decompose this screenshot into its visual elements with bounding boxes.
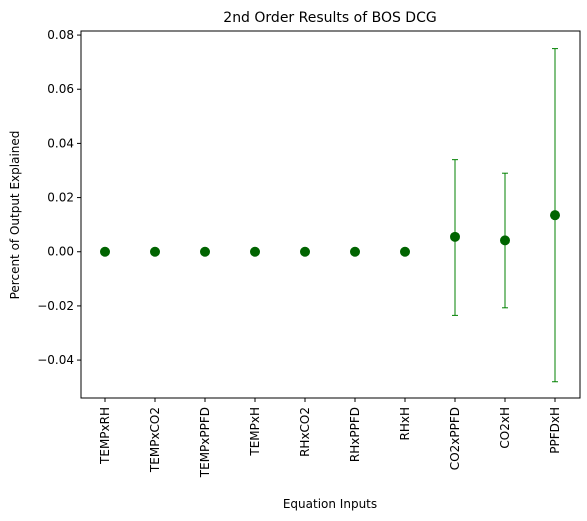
plot-area: −0.04 −0.02 0.00 0.02 0.04 0.06 0.08 TEMPxRH TEM… <box>37 28 562 478</box>
y-tick-label: 0.08 <box>47 28 74 42</box>
x-tick-label: CO2xH <box>498 407 512 449</box>
x-tick-label: RHxCO2 <box>298 407 312 457</box>
data-point <box>550 210 560 221</box>
data-point <box>150 246 160 257</box>
x-tick-label: CO2xPPFD <box>448 407 462 470</box>
plot-frame <box>80 30 581 399</box>
data-point <box>450 231 460 242</box>
data-point <box>400 246 410 257</box>
data-point <box>200 246 210 257</box>
chart-title: 2nd Order Results of BOS DCG <box>223 10 436 26</box>
x-tick-label: TEMPxH <box>248 407 262 457</box>
data-point <box>250 246 260 257</box>
x-axis-label: Equation Inputs <box>283 497 377 511</box>
data-point <box>500 235 510 246</box>
y-axis-label: Percent of Output Explained <box>8 131 22 300</box>
x-tick-label: RHxH <box>398 407 412 441</box>
y-tick-label: 0.04 <box>47 136 74 150</box>
x-tick-label: RHxPPFD <box>348 407 362 462</box>
x-tick-label: TEMPxPPFD <box>198 407 212 478</box>
x-tick-label: PPFDxH <box>548 407 562 454</box>
x-tick-label: TEMPxRH <box>98 407 112 465</box>
data-point <box>300 246 310 257</box>
data-point <box>100 246 110 257</box>
data-point <box>350 246 360 257</box>
y-tick-label: −0.04 <box>37 353 74 367</box>
y-tick-label: −0.02 <box>37 299 74 313</box>
y-tick-label: 0.02 <box>47 191 74 205</box>
y-tick-label: 0.00 <box>47 245 74 259</box>
y-tick-label: 0.06 <box>47 82 74 96</box>
x-tick-label: TEMPxCO2 <box>148 407 162 473</box>
